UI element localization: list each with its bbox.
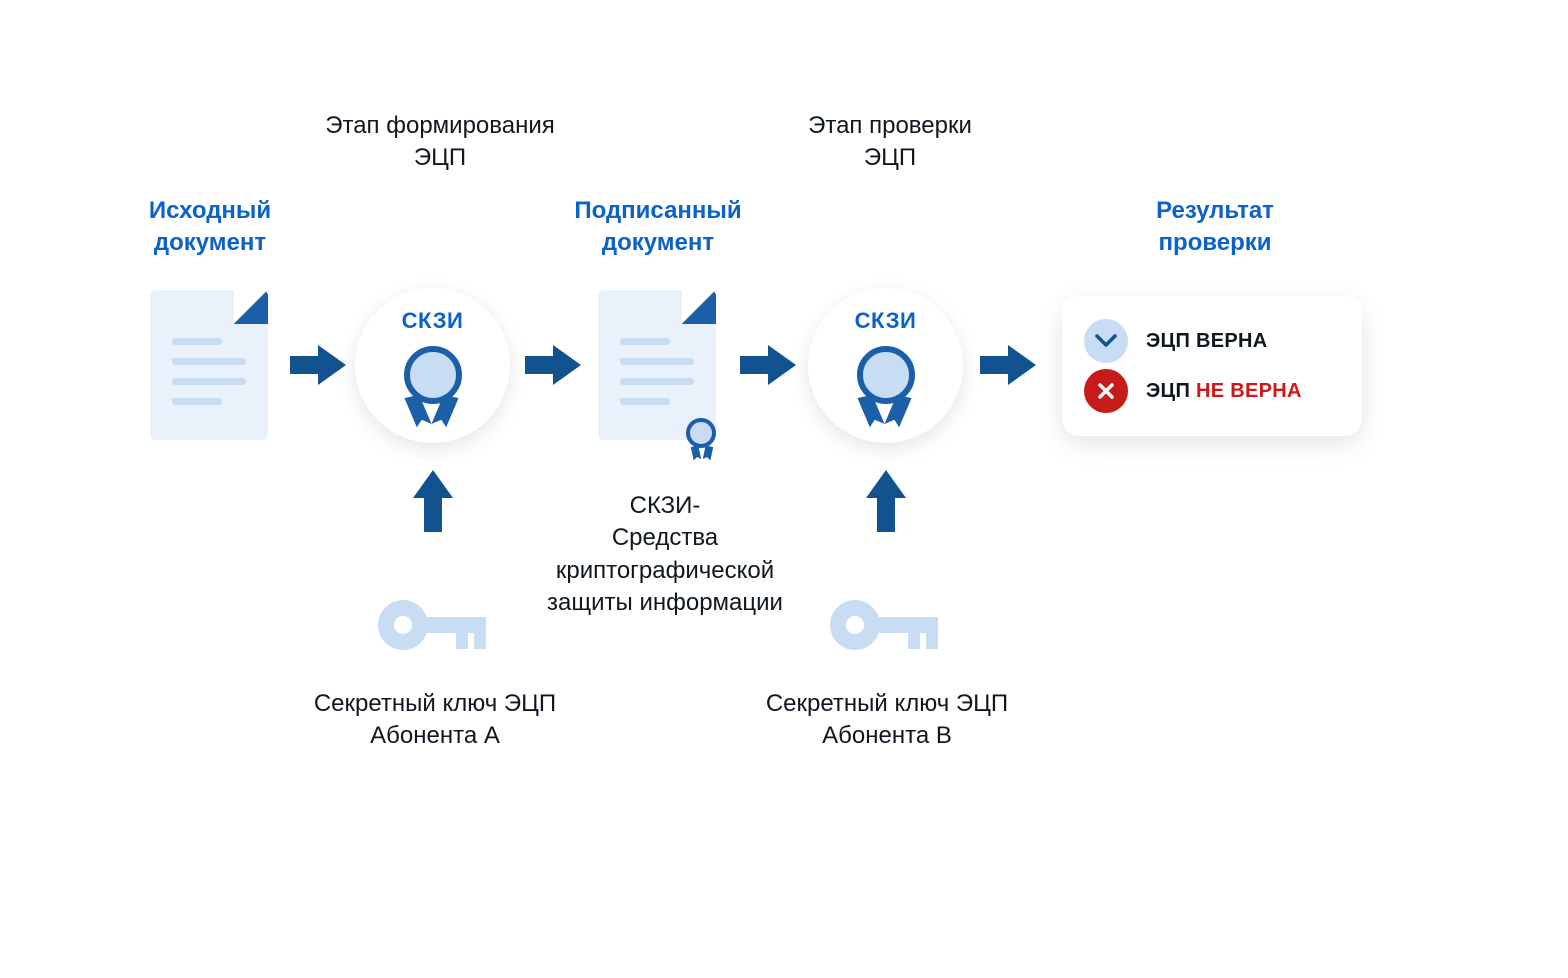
skzi-label: СКЗИ <box>808 308 963 334</box>
key-icon <box>830 595 940 655</box>
skzi-label: СКЗИ <box>355 308 510 334</box>
result-title: Результат проверки <box>1110 195 1320 260</box>
text: Средства криптографической <box>556 524 774 583</box>
text: Исходный <box>149 197 271 224</box>
text: документ <box>154 229 266 256</box>
source-document-icon <box>150 290 268 440</box>
text: Секретный ключ ЭЦП <box>314 690 556 717</box>
skzi-description: СКЗИ- Средства криптографической защиты … <box>500 490 830 620</box>
arrow-right-icon <box>525 345 581 385</box>
text: Секретный ключ ЭЦП <box>766 690 1008 717</box>
skzi-node-1: СКЗИ <box>355 288 510 443</box>
text: Подписанный <box>574 197 741 224</box>
signed-doc-title: Подписанный документ <box>548 195 768 260</box>
text: Этап проверки <box>808 112 972 139</box>
arrow-right-icon <box>980 345 1036 385</box>
text: ЭЦП <box>864 144 916 171</box>
cross-icon <box>1084 369 1128 413</box>
arrow-right-icon <box>740 345 796 385</box>
result-row-ok: ЭЦП ВЕРНА <box>1084 316 1340 366</box>
text: ЭЦП <box>414 144 466 171</box>
source-doc-title: Исходный документ <box>110 195 310 260</box>
text: Абонента A <box>370 722 500 749</box>
arrow-up-icon <box>866 470 906 532</box>
text: проверки <box>1158 229 1271 256</box>
seal-icon <box>857 346 915 404</box>
text: СКЗИ- <box>630 492 701 519</box>
key-b-label: Секретный ключ ЭЦП Абонента B <box>752 688 1022 753</box>
diagram-canvas: Этап формирования ЭЦП Этап проверки ЭЦП … <box>0 0 1568 978</box>
arrow-up-icon <box>413 470 453 532</box>
stage-formation-label: Этап формирования ЭЦП <box>300 110 580 175</box>
seal-icon <box>404 346 462 404</box>
text: Результат <box>1156 197 1274 224</box>
text: ЭЦП <box>1146 380 1196 402</box>
result-err-text: ЭЦП НЕ ВЕРНА <box>1146 380 1302 403</box>
skzi-node-2: СКЗИ <box>808 288 963 443</box>
check-icon <box>1084 319 1128 363</box>
arrow-right-icon <box>290 345 346 385</box>
key-icon <box>378 595 488 655</box>
text: Этап формирования <box>325 112 555 139</box>
mini-seal-icon <box>686 418 716 448</box>
text: Абонента B <box>822 722 952 749</box>
result-ok-text: ЭЦП ВЕРНА <box>1146 330 1267 353</box>
key-a-label: Секретный ключ ЭЦП Абонента A <box>300 688 570 753</box>
stage-verification-label: Этап проверки ЭЦП <box>750 110 1030 175</box>
result-row-err: ЭЦП НЕ ВЕРНА <box>1084 366 1340 416</box>
text: документ <box>602 229 714 256</box>
text: НЕ ВЕРНА <box>1196 380 1302 402</box>
result-panel: ЭЦП ВЕРНА ЭЦП НЕ ВЕРНА <box>1062 296 1362 436</box>
text: защиты информации <box>547 589 783 616</box>
